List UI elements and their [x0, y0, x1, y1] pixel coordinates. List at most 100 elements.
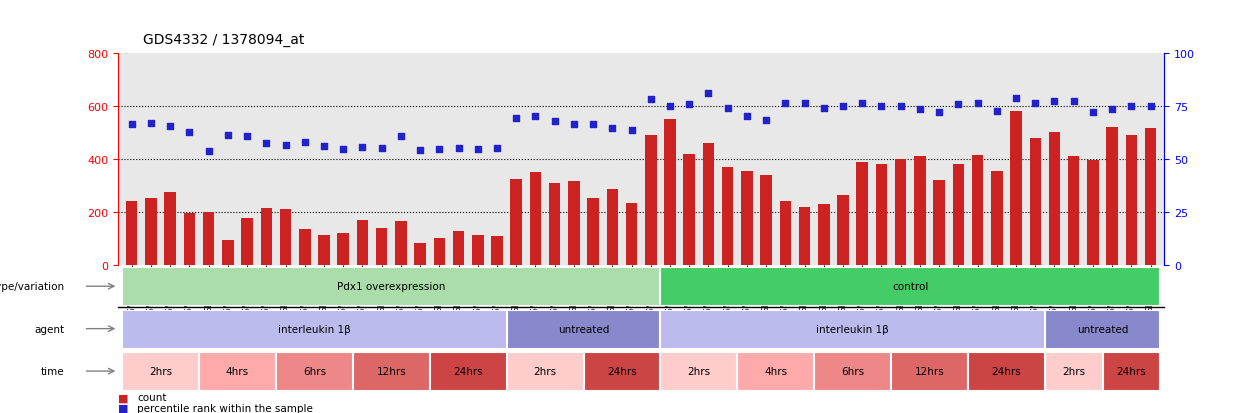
Point	[890, 104, 910, 110]
Bar	[337, 234, 349, 265]
Point	[237, 134, 256, 140]
Bar	[276, 352, 352, 390]
Text: percentile rank within the sample: percentile rank within the sample	[137, 403, 312, 413]
Bar	[875, 165, 888, 265]
Bar	[430, 352, 505, 390]
Bar	[356, 221, 369, 265]
Bar	[242, 218, 253, 265]
Text: untreated: untreated	[1077, 324, 1128, 334]
Text: 2hrs: 2hrs	[687, 366, 711, 376]
Bar	[492, 237, 503, 265]
Point	[910, 106, 930, 113]
Point	[776, 100, 796, 107]
Point	[256, 140, 276, 147]
Bar	[510, 179, 522, 265]
Bar	[857, 162, 868, 265]
Bar	[529, 173, 542, 265]
Text: 24hrs: 24hrs	[608, 366, 637, 376]
Bar	[799, 207, 810, 265]
Text: 12hrs: 12hrs	[915, 366, 945, 376]
Bar	[199, 352, 275, 390]
Point	[1006, 96, 1026, 102]
Bar	[1068, 157, 1079, 265]
Bar	[914, 157, 926, 265]
Point	[1083, 110, 1103, 116]
Bar	[606, 190, 618, 265]
Bar	[352, 352, 428, 390]
Point	[737, 114, 757, 121]
Point	[756, 117, 776, 123]
Point	[1045, 99, 1064, 105]
Text: 24hrs: 24hrs	[1117, 366, 1147, 376]
Point	[564, 121, 584, 128]
Text: 12hrs: 12hrs	[376, 366, 406, 376]
Point	[487, 145, 507, 152]
Point	[1140, 104, 1160, 110]
Bar	[722, 167, 733, 265]
Bar	[126, 202, 137, 265]
Bar	[1045, 352, 1102, 390]
Text: 6hrs: 6hrs	[303, 366, 326, 376]
Point	[352, 144, 372, 151]
Bar	[972, 156, 984, 265]
Bar	[645, 136, 656, 265]
Bar	[260, 209, 273, 265]
Bar	[737, 352, 813, 390]
Point	[1026, 101, 1046, 107]
Text: 24hrs: 24hrs	[991, 366, 1021, 376]
Point	[660, 103, 680, 110]
Bar	[588, 198, 599, 265]
Point	[833, 103, 853, 110]
Point	[391, 133, 411, 140]
Bar	[1087, 161, 1098, 265]
Bar	[952, 165, 964, 265]
Bar	[741, 171, 753, 265]
Bar	[761, 176, 772, 265]
Bar	[684, 154, 695, 265]
Bar	[415, 243, 426, 265]
Bar	[584, 352, 660, 390]
Bar	[1010, 112, 1022, 265]
Point	[141, 121, 161, 127]
Bar	[203, 212, 214, 265]
Point	[717, 105, 737, 112]
Bar	[1107, 128, 1118, 265]
Text: ■: ■	[118, 403, 128, 413]
Bar	[665, 120, 676, 265]
Text: interleukin 1β: interleukin 1β	[278, 324, 351, 334]
Bar	[991, 171, 1002, 265]
Point	[1122, 103, 1142, 110]
Bar	[837, 195, 849, 265]
Point	[161, 123, 181, 130]
Point	[967, 100, 987, 107]
Bar	[122, 352, 198, 390]
Text: Pdx1 overexpression: Pdx1 overexpression	[337, 282, 446, 292]
Point	[641, 97, 661, 103]
Text: count: count	[137, 392, 167, 402]
Point	[794, 101, 814, 107]
Text: genotype/variation: genotype/variation	[0, 282, 65, 292]
Text: 24hrs: 24hrs	[453, 366, 483, 376]
Bar	[280, 210, 291, 265]
Bar	[779, 202, 791, 265]
Bar	[507, 310, 660, 348]
Bar	[818, 204, 829, 265]
Text: time: time	[41, 366, 65, 376]
Bar	[702, 144, 715, 265]
Point	[583, 122, 603, 128]
Bar	[433, 239, 444, 265]
Point	[698, 90, 718, 97]
Bar	[472, 235, 483, 265]
Bar	[660, 268, 1159, 306]
Bar	[146, 199, 157, 265]
Point	[314, 143, 334, 150]
Bar	[549, 183, 560, 265]
Bar	[376, 228, 387, 265]
Bar	[934, 181, 945, 265]
Text: agent: agent	[35, 324, 65, 334]
Bar	[895, 159, 906, 265]
Point	[507, 116, 527, 122]
Bar	[122, 268, 660, 306]
Text: 2hrs: 2hrs	[534, 366, 557, 376]
Bar	[299, 230, 310, 265]
